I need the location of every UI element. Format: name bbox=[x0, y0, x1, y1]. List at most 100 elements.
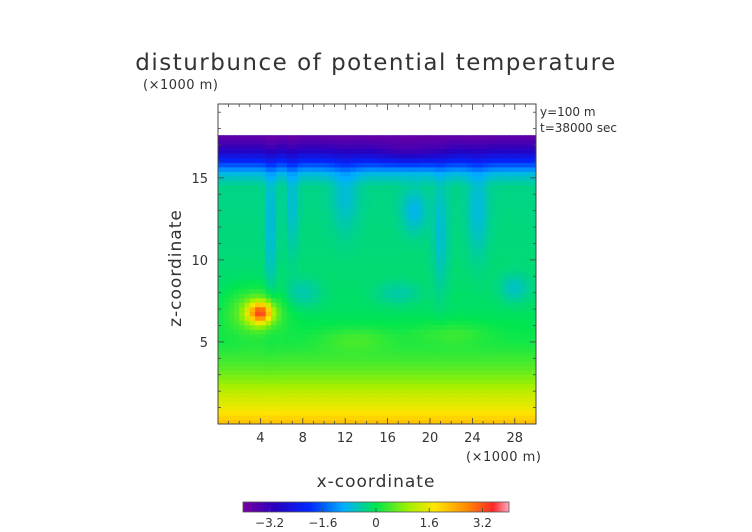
heatmap-cell bbox=[302, 189, 309, 195]
heatmap-cell bbox=[472, 302, 479, 308]
heatmap-cell bbox=[398, 405, 405, 412]
heatmap-cell bbox=[318, 338, 325, 344]
heatmap-cell bbox=[260, 329, 267, 335]
heatmap-cell bbox=[334, 356, 341, 362]
y-tick-label: 5 bbox=[200, 336, 208, 351]
heatmap-cell bbox=[361, 333, 367, 339]
heatmap-cell bbox=[445, 365, 452, 371]
colorbar-tick-label: 1.6 bbox=[420, 516, 439, 530]
heatmap-cell bbox=[329, 342, 336, 348]
heatmap-cell bbox=[313, 383, 320, 389]
heatmap-cell bbox=[382, 157, 389, 163]
heatmap-cell bbox=[249, 284, 256, 290]
heatmap-cell bbox=[430, 378, 436, 384]
heatmap-cell bbox=[350, 252, 357, 258]
heatmap-cell bbox=[504, 243, 511, 249]
heatmap-cell bbox=[377, 225, 383, 231]
heatmap-cell bbox=[488, 293, 495, 299]
heatmap-cell bbox=[445, 252, 452, 258]
heatmap-cell bbox=[472, 333, 479, 339]
heatmap-cell bbox=[324, 216, 330, 222]
heatmap-cell bbox=[398, 288, 405, 294]
heatmap-cell bbox=[366, 392, 373, 398]
heatmap-cell bbox=[239, 139, 246, 145]
heatmap-cell bbox=[281, 401, 288, 407]
heatmap-cell bbox=[276, 329, 283, 335]
heatmap-cell bbox=[302, 356, 309, 362]
heatmap-cell bbox=[403, 414, 410, 421]
heatmap-cell bbox=[520, 257, 526, 263]
heatmap-cell bbox=[345, 374, 352, 380]
heatmap-cell bbox=[382, 383, 389, 389]
heatmap-cell bbox=[233, 225, 240, 231]
heatmap-cell bbox=[255, 225, 261, 231]
heatmap-cell bbox=[350, 378, 357, 384]
heatmap-cell bbox=[313, 175, 320, 181]
heatmap-cell bbox=[260, 139, 267, 145]
heatmap-cell bbox=[419, 157, 426, 163]
heatmap-cell bbox=[419, 360, 426, 366]
heatmap-cell bbox=[228, 229, 235, 236]
heatmap-cell bbox=[520, 252, 526, 258]
heatmap-cell bbox=[308, 302, 314, 308]
heatmap-cell bbox=[265, 175, 272, 181]
heatmap-cell bbox=[435, 414, 442, 421]
heatmap-cell bbox=[504, 175, 511, 181]
heatmap-cell bbox=[228, 293, 235, 299]
heatmap-cell bbox=[308, 139, 314, 145]
heatmap-cell bbox=[520, 324, 526, 330]
heatmap-cell bbox=[430, 333, 436, 339]
heatmap-cell bbox=[233, 175, 240, 181]
heatmap-cell bbox=[350, 302, 357, 308]
heatmap-cell bbox=[329, 243, 336, 249]
heatmap-cell bbox=[350, 405, 357, 412]
heatmap-cell bbox=[414, 351, 420, 357]
heatmap-cell bbox=[329, 238, 336, 245]
heatmap-cell bbox=[461, 374, 468, 380]
heatmap-cell bbox=[355, 216, 362, 222]
heatmap-cell bbox=[525, 193, 532, 199]
heatmap-cell bbox=[302, 243, 309, 249]
heatmap-cell bbox=[361, 410, 367, 416]
heatmap-cell bbox=[408, 401, 415, 407]
heatmap-cell bbox=[419, 184, 426, 190]
heatmap-cell bbox=[350, 279, 357, 285]
heatmap-cell bbox=[456, 284, 463, 290]
heatmap-cell bbox=[366, 171, 373, 177]
heatmap-cell bbox=[398, 324, 405, 330]
heatmap-cell bbox=[483, 320, 489, 326]
heatmap-cell bbox=[530, 369, 536, 375]
heatmap-cell bbox=[504, 270, 511, 276]
heatmap-cell bbox=[493, 284, 500, 290]
heatmap-cell bbox=[244, 419, 251, 424]
heatmap-cell bbox=[297, 284, 304, 290]
heatmap-cell bbox=[276, 324, 283, 330]
heatmap-cell bbox=[377, 347, 383, 353]
heatmap-cell bbox=[472, 356, 479, 362]
heatmap-cell bbox=[218, 248, 224, 254]
heatmap-cell bbox=[339, 365, 346, 371]
heatmap-cell bbox=[223, 238, 230, 245]
heatmap-cell bbox=[430, 189, 436, 195]
heatmap-cell bbox=[414, 333, 420, 339]
heatmap-cell bbox=[451, 360, 458, 366]
heatmap-cell bbox=[276, 234, 283, 240]
heatmap-cell bbox=[377, 419, 383, 424]
heatmap-cell bbox=[488, 410, 495, 416]
heatmap-cell bbox=[345, 266, 352, 272]
heatmap-cell bbox=[249, 202, 256, 208]
heatmap-cell bbox=[451, 347, 458, 353]
heatmap-cell bbox=[339, 360, 346, 366]
heatmap-cell bbox=[318, 369, 325, 375]
heatmap-cell bbox=[392, 229, 399, 236]
heatmap-cell bbox=[218, 243, 224, 249]
heatmap-cell bbox=[419, 252, 426, 258]
heatmap-cell bbox=[218, 351, 224, 357]
heatmap-cell bbox=[334, 171, 341, 177]
heatmap-cell bbox=[377, 184, 383, 190]
heatmap-cell bbox=[498, 333, 505, 339]
heatmap-cell bbox=[398, 333, 405, 339]
heatmap-cell bbox=[302, 351, 309, 357]
heatmap-cell bbox=[408, 383, 415, 389]
heatmap-cell bbox=[297, 383, 304, 389]
